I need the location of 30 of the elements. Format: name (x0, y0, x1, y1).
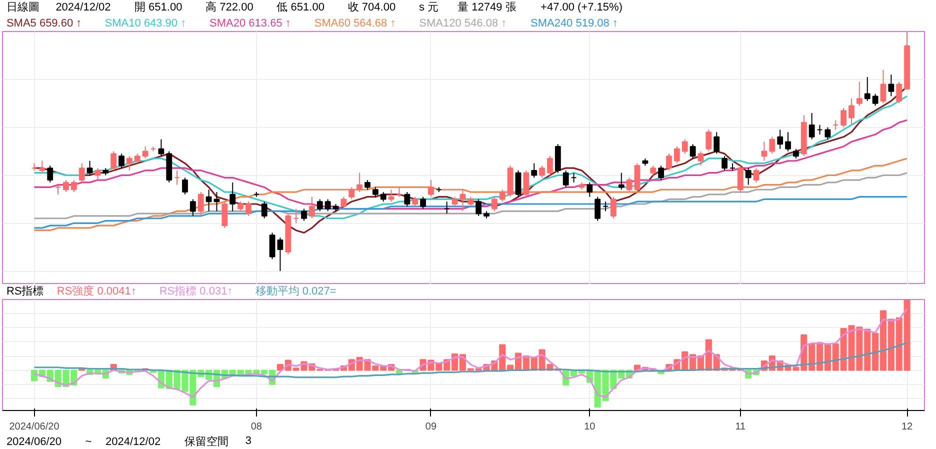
text: SMA5 659.60 ↑ (6, 17, 82, 30)
text: SMA60 564.68 ↑ (314, 17, 396, 30)
text: SMA240 519.08 ↑ (530, 17, 618, 30)
x-tick-label: 2024/06/20 (9, 422, 60, 432)
text: SMA20 613.65 ↑ (210, 17, 291, 30)
text: 高 722.00 (206, 0, 254, 14)
text: 低 651.00 (276, 1, 324, 14)
text: +47.00 (+7.15%) (540, 1, 622, 14)
x-tick-label: 08 (250, 422, 262, 432)
text: 2024/12/02 (56, 1, 111, 14)
text: 收 704.00 (348, 1, 396, 14)
text: 移動平均 0.027= (255, 285, 336, 298)
text: ~ (85, 436, 92, 448)
text: 開 651.00 (134, 1, 182, 14)
text: s 元 (418, 1, 439, 14)
text: 量 12749 張 (458, 1, 516, 14)
text: RS強度 0.0041↑ (56, 284, 136, 298)
text: 2024/12/02 (106, 436, 161, 448)
text: SMA120 546.08 ↑ (419, 17, 507, 30)
x-tick-label: 12 (901, 422, 914, 432)
x-tick-label: 10 (584, 422, 596, 432)
text: SMA10 643.90 ↑ (104, 17, 186, 30)
x-tick-label: 11 (735, 422, 746, 432)
text: 保留空間 (184, 435, 228, 448)
chart-subtitle: 日線圖 (6, 1, 40, 14)
text: RS指標 0.031↑ (159, 285, 233, 298)
text: 2024/06/20 (6, 436, 62, 448)
chart-title: RS指標 (6, 285, 44, 298)
text: 3 (245, 435, 252, 448)
x-tick-label: 09 (425, 422, 437, 432)
